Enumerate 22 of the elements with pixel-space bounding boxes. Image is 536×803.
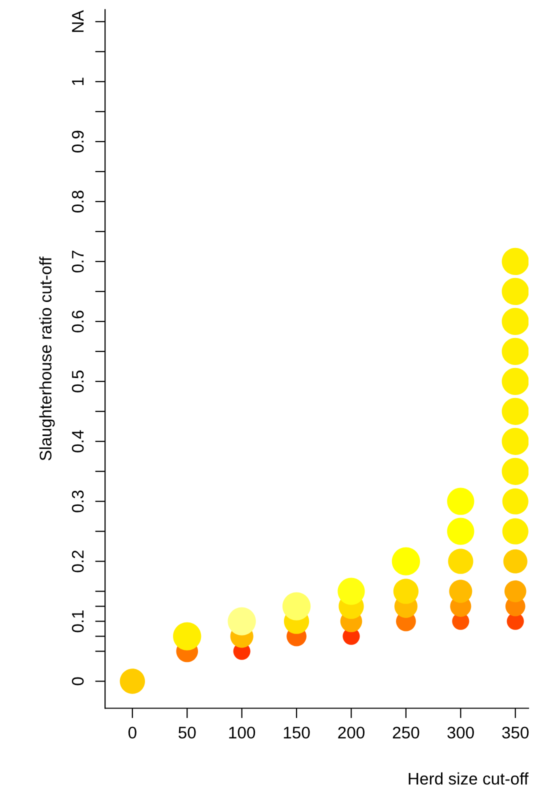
- x-axis-title: Herd size cut-off: [408, 772, 529, 785]
- y-tick-label: 0.6: [72, 310, 84, 332]
- x-tick-label: 350: [502, 726, 529, 739]
- y-tick-label: 0.2: [72, 550, 84, 572]
- x-tick-label: 100: [229, 726, 256, 739]
- y-tick-label: 0.3: [72, 490, 84, 512]
- y-tick-label: 0.1: [72, 610, 84, 632]
- y-axis-title: Slaughterhouse ratio cut-off: [39, 256, 55, 460]
- x-tick-label: 150: [284, 726, 310, 739]
- y-tick-label: 0.5: [72, 370, 84, 392]
- y-tick-label: NA: [72, 10, 84, 32]
- x-tick-label: 300: [447, 726, 474, 739]
- x-tick-label: 200: [338, 726, 364, 739]
- y-tick-label: 0.4: [72, 430, 84, 452]
- y-tick-label: 1: [72, 78, 84, 85]
- x-tick-label: 0: [128, 726, 136, 739]
- y-tick-label: 0.7: [72, 250, 84, 272]
- x-tick-label: 250: [392, 726, 420, 739]
- y-tick-label: 0.9: [72, 130, 84, 152]
- y-tick-label: 0: [72, 677, 84, 686]
- x-tick-label: 50: [178, 726, 196, 739]
- y-tick-label: 0.8: [72, 190, 84, 212]
